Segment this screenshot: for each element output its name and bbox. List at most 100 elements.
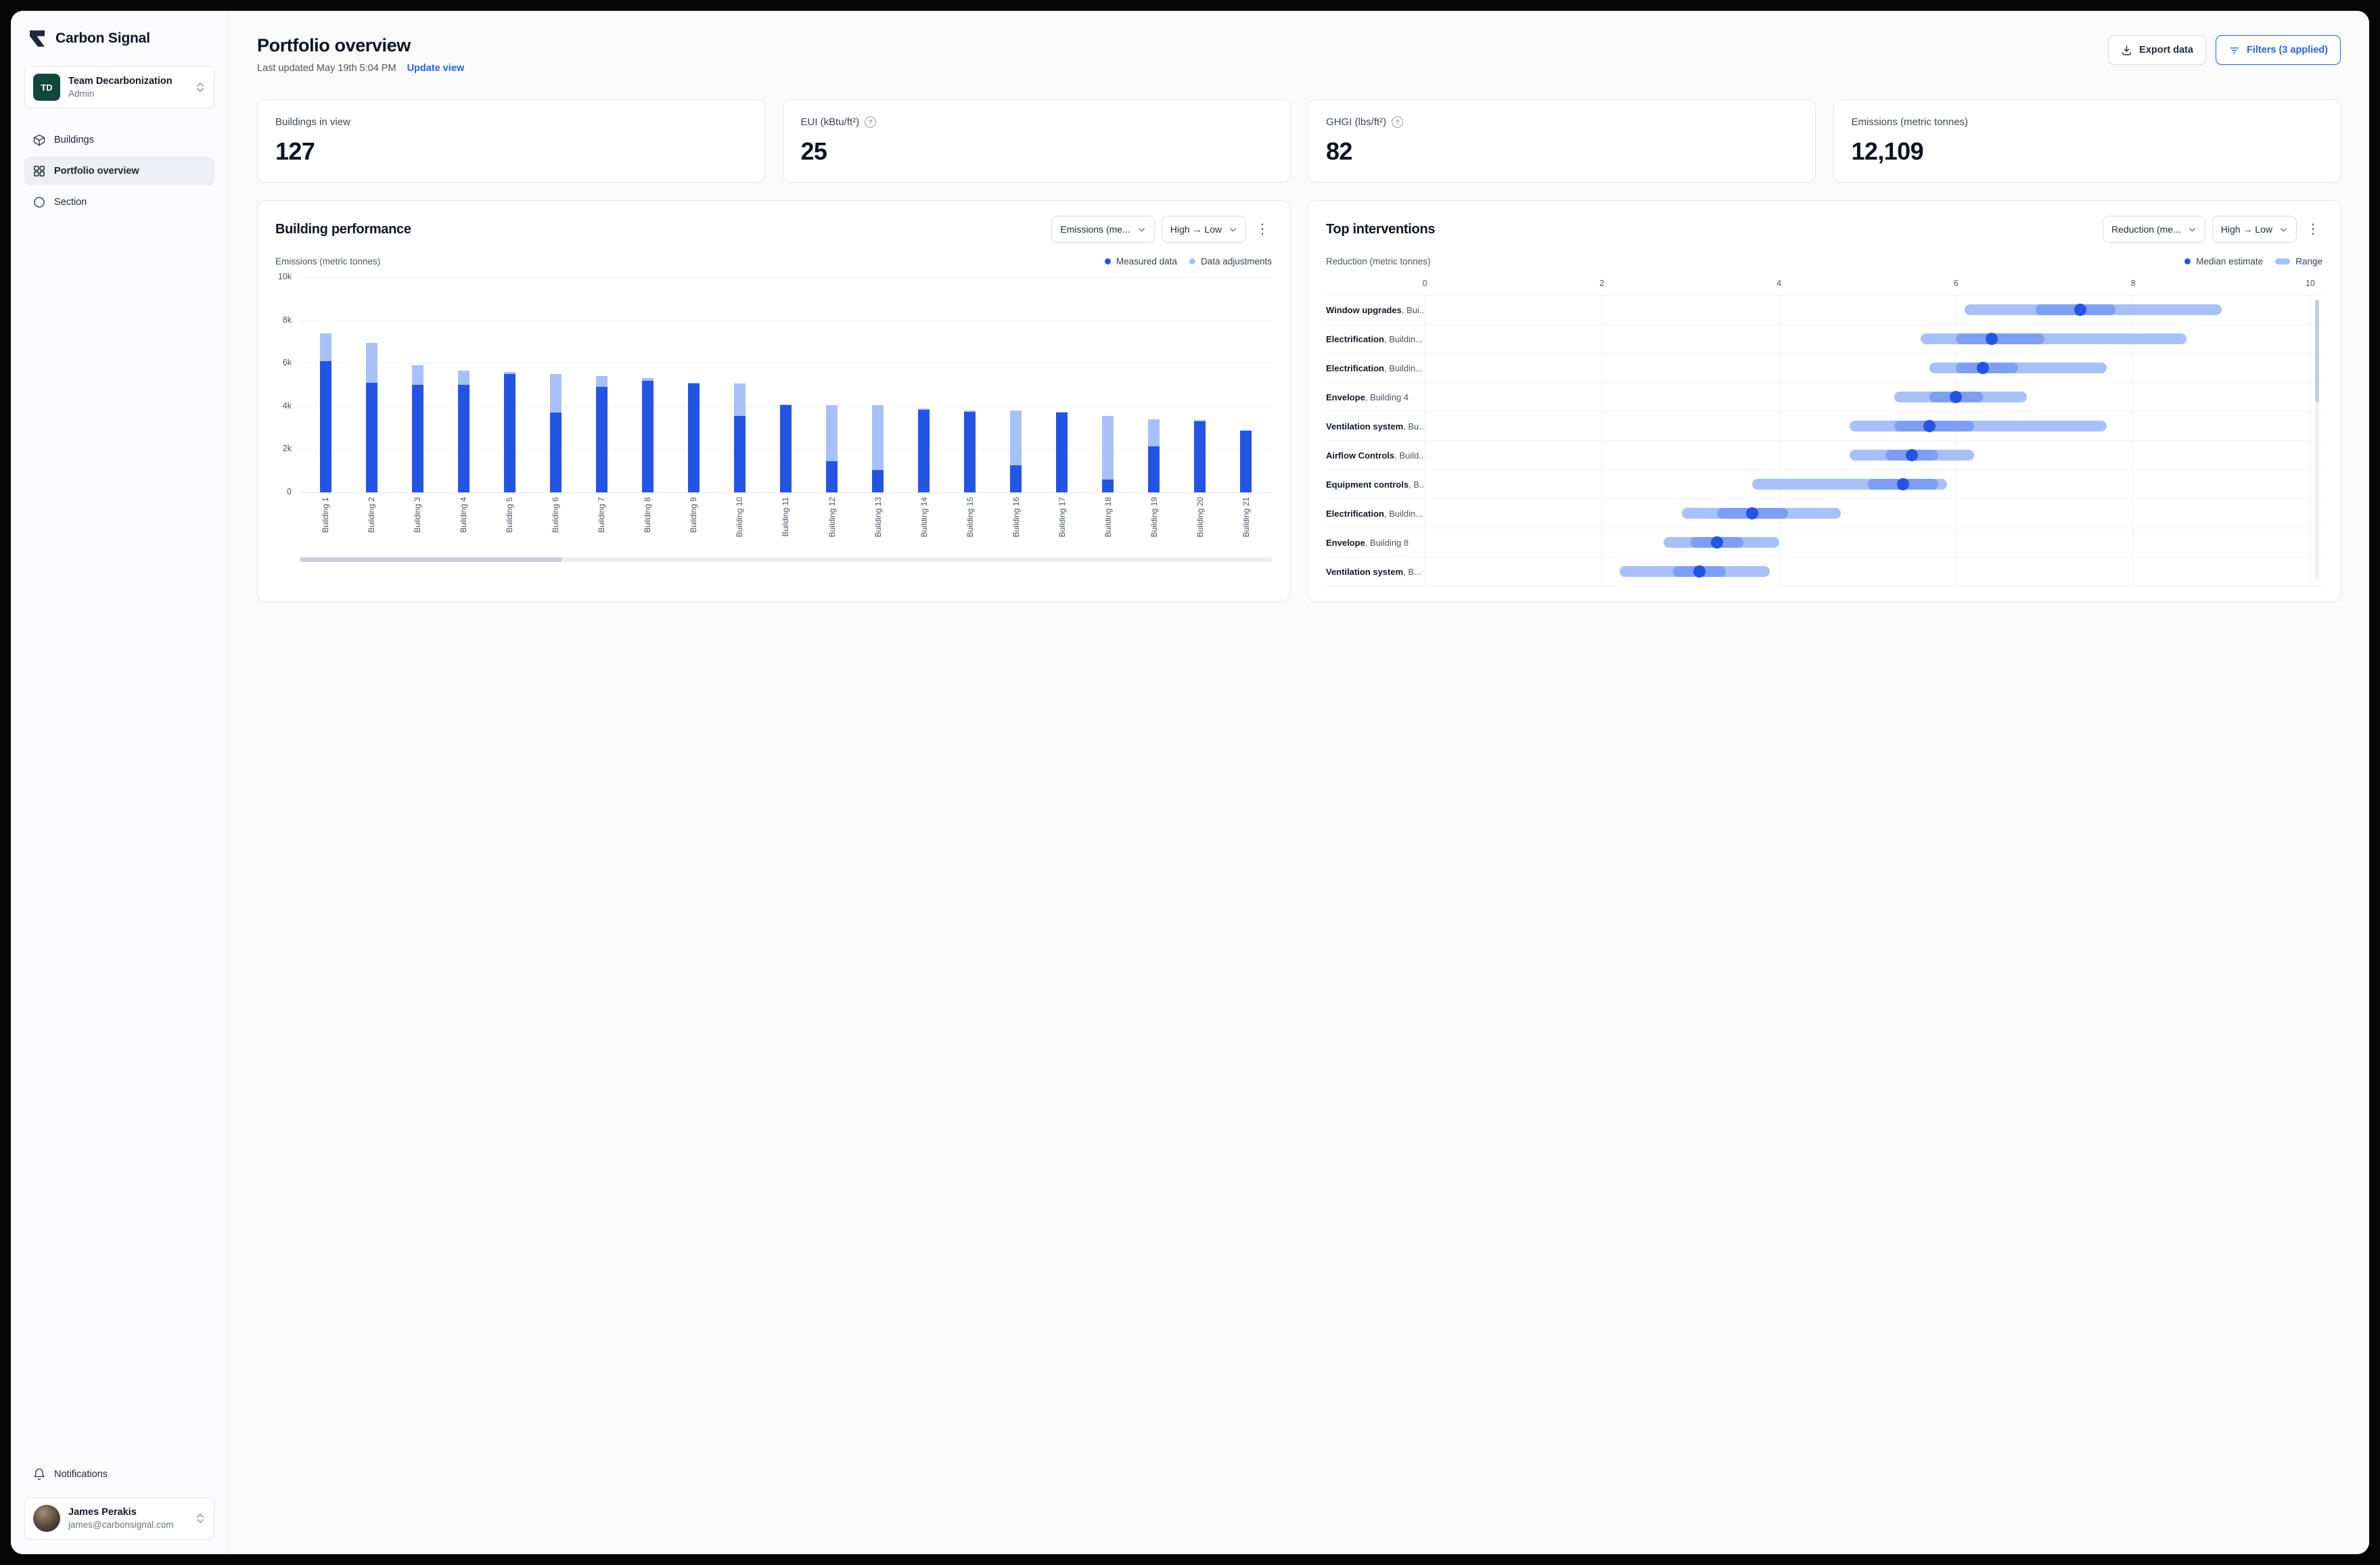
help-icon[interactable]: ? <box>865 116 877 128</box>
x-tick-label: 2 <box>1599 279 1605 288</box>
bar-column[interactable] <box>578 277 624 492</box>
filters-button[interactable]: Filters (3 applied) <box>2215 35 2341 65</box>
intervention-row[interactable]: Ventilation system, Bu... <box>1326 412 2322 441</box>
bar-column[interactable] <box>947 277 993 492</box>
intervention-plot <box>1425 325 2310 353</box>
sidebar-item-portfolio-overview[interactable]: Portfolio overview <box>24 157 214 185</box>
bar-column[interactable] <box>532 277 578 492</box>
page-header: Portfolio overview Last updated May 19th… <box>257 35 2341 74</box>
bars-layer <box>300 277 1272 492</box>
x-axis-label: Building 21 <box>1241 497 1251 538</box>
stat-value: 82 <box>1326 137 1352 165</box>
bar-column[interactable] <box>809 277 855 492</box>
legend-dot <box>1189 258 1195 264</box>
bar-adjustment-segment <box>826 405 838 461</box>
user-menu[interactable]: James Perakis james@carbonsignal.com <box>24 1497 214 1539</box>
sidebar-item-label: Section <box>54 197 87 208</box>
bar <box>733 383 746 492</box>
x-axis-label: Building 4 <box>459 497 469 533</box>
bar-column[interactable] <box>1223 277 1269 492</box>
bar-measured-segment <box>365 382 377 492</box>
bar-measured-segment <box>1056 413 1068 492</box>
notifications-label: Notifications <box>54 1469 108 1480</box>
bar <box>365 343 377 492</box>
bar-column[interactable] <box>762 277 808 492</box>
bar-column[interactable] <box>394 277 440 492</box>
horizontal-scrollbar[interactable] <box>300 557 1272 562</box>
bar-measured-segment <box>411 385 424 492</box>
intervention-row[interactable]: Airflow Controls, Build... <box>1326 441 2322 470</box>
bar-column[interactable] <box>1039 277 1085 492</box>
bar-column[interactable] <box>1085 277 1131 492</box>
bar-measured-segment <box>503 374 516 492</box>
y-tick-label: 2k <box>282 444 292 454</box>
bar-adjustment-segment <box>595 376 608 388</box>
x-axis-label: Building 3 <box>413 497 423 533</box>
x-axis-label: Building 16 <box>1011 497 1021 538</box>
intervention-row[interactable]: Window upgrades, Bui... <box>1326 296 2322 325</box>
scrollbar-thumb[interactable] <box>300 557 562 562</box>
bar-column[interactable] <box>348 277 394 492</box>
bar-column[interactable] <box>993 277 1039 492</box>
stat-label: Buildings in view <box>275 116 350 128</box>
x-axis-label: Building 1 <box>321 497 331 533</box>
bar-measured-segment <box>595 387 608 492</box>
bar <box>1102 416 1114 492</box>
bar-measured-segment <box>1194 421 1206 492</box>
bar-column[interactable] <box>486 277 532 492</box>
bar-measured-segment <box>826 461 838 492</box>
bar-measured-segment <box>1102 479 1114 492</box>
bar-column[interactable] <box>1177 277 1223 492</box>
intervention-row[interactable]: Envelope, Building 4 <box>1326 383 2322 412</box>
intervention-row[interactable]: Electrification, Buildin... <box>1326 354 2322 383</box>
sort-dropdown[interactable]: High → Low <box>1161 216 1246 243</box>
bar-column[interactable] <box>440 277 486 492</box>
intervention-row[interactable]: Envelope, Building 8 <box>1326 528 2322 557</box>
bar-adjustment-segment <box>503 371 516 375</box>
bar <box>872 405 884 492</box>
bar <box>1056 411 1068 492</box>
bar-column[interactable] <box>716 277 762 492</box>
export-data-button[interactable]: Export data <box>2108 35 2206 65</box>
update-view-link[interactable]: Update view <box>407 63 465 74</box>
bar-adjustment-segment <box>1056 411 1068 413</box>
intervention-row[interactable]: Electrification, Buildin... <box>1326 325 2322 354</box>
bar-column[interactable] <box>670 277 716 492</box>
bar-column[interactable] <box>302 277 348 492</box>
bar <box>1240 429 1252 492</box>
stat-eui: EUI (kBtu/ft²) ? 25 <box>782 99 1290 183</box>
metric-dropdown[interactable]: Reduction (me... <box>2103 216 2205 243</box>
gridline <box>2310 296 2311 586</box>
bar-adjustment-segment <box>365 343 377 383</box>
bar-column[interactable] <box>855 277 901 492</box>
stat-value: 127 <box>275 137 315 165</box>
median-dot <box>1896 478 1909 490</box>
bar-measured-segment <box>457 385 470 492</box>
bar-chart: 10k 8k 6k 4k 2k 0 <box>275 272 1272 496</box>
logo: Carbon Signal <box>24 28 214 49</box>
more-options-icon[interactable]: ⋮ <box>1256 222 1269 237</box>
x-axis-label: Building 13 <box>873 497 883 538</box>
scrollbar-thumb[interactable] <box>2315 300 2319 402</box>
x-axis-label: Building 10 <box>735 497 745 538</box>
bar <box>964 411 976 492</box>
intervention-row[interactable]: Electrification, Buildin... <box>1326 499 2322 528</box>
gridline <box>300 492 1272 493</box>
y-tick-label: 10k <box>277 272 292 281</box>
bar-column[interactable] <box>624 277 670 492</box>
more-options-icon[interactable]: ⋮ <box>2306 222 2320 237</box>
vertical-scrollbar[interactable] <box>2315 300 2319 580</box>
bar-column[interactable] <box>901 277 947 492</box>
notifications-button[interactable]: Notifications <box>24 1461 214 1488</box>
help-icon[interactable]: ? <box>1392 116 1404 128</box>
intervention-row[interactable]: Equipment controls, B... <box>1326 470 2322 499</box>
sidebar-item-section[interactable]: Section <box>24 188 214 216</box>
bar-column[interactable] <box>1131 277 1177 492</box>
bp-area <box>300 277 1272 493</box>
sort-dropdown[interactable]: High → Low <box>2212 216 2297 243</box>
metric-dropdown[interactable]: Emissions (me... <box>1051 216 1155 243</box>
intervention-row[interactable]: Ventilation system, B... <box>1326 557 2322 586</box>
team-selector[interactable]: TD Team Decarbonization Admin <box>24 66 214 108</box>
bar <box>1194 420 1206 492</box>
sidebar-item-buildings[interactable]: Buildings <box>24 126 214 154</box>
